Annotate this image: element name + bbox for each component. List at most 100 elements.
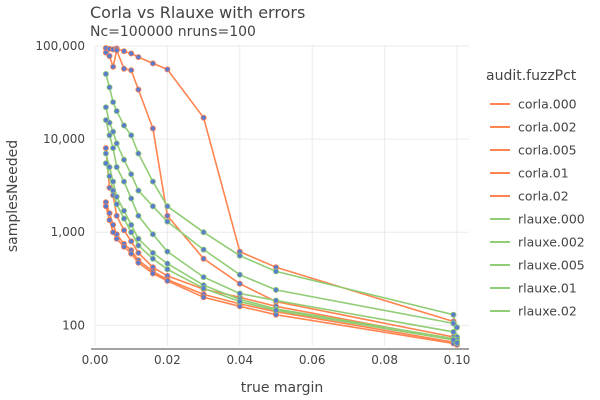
- series-line-rlauxe.000: [105, 73, 458, 328]
- data-point-rlauxe.005: [102, 117, 109, 124]
- data-point-rlauxe.01: [102, 150, 109, 157]
- x-tick-label: 0.06: [299, 353, 326, 367]
- data-point-rlauxe.000: [450, 311, 457, 318]
- data-point-corla.002: [164, 212, 171, 219]
- data-point-rlauxe.005: [113, 164, 120, 171]
- data-point-rlauxe.005: [164, 248, 171, 255]
- data-point-corla.000: [200, 114, 207, 121]
- axes: 0.00 0.02 0.04 0.06 0.08 0.10 100 1,000 10,000 10…: [35, 39, 470, 367]
- data-point-rlauxe.02: [135, 242, 142, 249]
- data-point-corla.002: [113, 47, 120, 54]
- data-point-rlauxe.002: [121, 156, 128, 163]
- data-point-rlauxe.02: [110, 187, 117, 194]
- data-point-rlauxe.01: [110, 178, 117, 185]
- data-point-corla.005: [135, 249, 142, 256]
- data-point-rlauxe.002: [110, 128, 117, 135]
- data-point-rlauxe.02: [164, 266, 171, 273]
- data-point-corla.002: [200, 255, 207, 262]
- data-point-rlauxe.01: [128, 221, 135, 228]
- data-point-rlauxe.002: [164, 218, 171, 225]
- data-point-corla.002: [121, 65, 128, 72]
- data-point-corla.02: [200, 294, 207, 301]
- legend-label-corla.01: corla.01: [518, 166, 569, 181]
- y-tick-label: 100: [62, 318, 85, 332]
- data-point-corla.02: [164, 277, 171, 284]
- data-point-corla.002: [236, 280, 243, 287]
- data-point-corla.002: [106, 53, 113, 60]
- x-tick-label: 0.00: [82, 353, 109, 367]
- data-point-corla.002: [128, 67, 135, 74]
- legend-label-corla.02: corla.02: [518, 189, 569, 204]
- x-tick-label: 0.10: [444, 353, 471, 367]
- x-axis-title: true margin: [241, 380, 324, 396]
- data-point-corla.005: [113, 212, 120, 219]
- y-tick-label: 100,000: [35, 39, 85, 53]
- data-point-rlauxe.000: [149, 178, 156, 185]
- data-point-corla.02: [113, 235, 120, 242]
- data-point-rlauxe.01: [106, 164, 113, 171]
- data-point-rlauxe.005: [236, 290, 243, 297]
- legend-label-rlauxe.01: rlauxe.01: [518, 281, 577, 296]
- data-point-corla.002: [102, 49, 109, 56]
- data-point-corla.000: [149, 60, 156, 67]
- data-point-rlauxe.01: [135, 235, 142, 242]
- data-point-rlauxe.000: [200, 229, 207, 236]
- data-point-rlauxe.002: [128, 171, 135, 178]
- data-point-rlauxe.002: [200, 246, 207, 253]
- data-point-corla.02: [106, 217, 113, 224]
- data-point-rlauxe.005: [450, 328, 457, 335]
- data-point-rlauxe.005: [106, 132, 113, 139]
- data-point-rlauxe.01: [113, 193, 120, 200]
- legend-label-rlauxe.002: rlauxe.002: [518, 235, 585, 250]
- legend-label-rlauxe.000: rlauxe.000: [518, 212, 585, 227]
- data-point-corla.005: [102, 145, 109, 152]
- data-point-rlauxe.02: [128, 229, 135, 236]
- legend-label-rlauxe.02: rlauxe.02: [518, 304, 577, 319]
- data-point-rlauxe.02: [102, 160, 109, 167]
- data-point-rlauxe.02: [200, 285, 207, 292]
- y-tick-label: 10,000: [43, 132, 85, 146]
- data-point-rlauxe.02: [272, 307, 279, 314]
- y-axis-title: samplesNeeded: [5, 140, 21, 252]
- data-point-rlauxe.000: [164, 203, 171, 210]
- data-point-rlauxe.02: [149, 255, 156, 262]
- data-point-corla.02: [110, 229, 117, 236]
- data-point-corla.000: [121, 48, 128, 55]
- data-point-corla.000: [135, 54, 142, 61]
- data-point-rlauxe.000: [272, 268, 279, 275]
- data-point-corla.000: [128, 50, 135, 57]
- data-point-rlauxe.000: [453, 324, 460, 331]
- legend-title: audit.fuzzPct: [486, 68, 577, 84]
- data-point-rlauxe.005: [121, 178, 128, 185]
- data-point-corla.002: [110, 63, 117, 70]
- data-point-rlauxe.000: [135, 150, 142, 157]
- legend-label-rlauxe.005: rlauxe.005: [518, 258, 585, 273]
- data-point-rlauxe.000: [110, 99, 117, 106]
- data-point-rlauxe.02: [121, 215, 128, 222]
- data-point-rlauxe.005: [200, 274, 207, 281]
- data-point-corla.000: [164, 66, 171, 73]
- x-tick-label: 0.04: [226, 353, 253, 367]
- grid: [94, 45, 469, 346]
- x-tick-label: 0.02: [154, 353, 181, 367]
- chart-subtitle: Nc=100000 nruns=100: [90, 24, 256, 40]
- data-point-rlauxe.000: [121, 122, 128, 129]
- data-point-corla.01: [110, 221, 117, 228]
- data-point-rlauxe.002: [102, 104, 109, 111]
- data-point-rlauxe.005: [128, 195, 135, 202]
- data-point-rlauxe.000: [113, 108, 120, 115]
- data-point-rlauxe.000: [106, 84, 113, 91]
- data-point-corla.01: [106, 210, 113, 217]
- chart-title: Corla vs Rlauxe with errors: [90, 3, 305, 22]
- data-point-rlauxe.02: [113, 201, 120, 208]
- data-point-rlauxe.005: [135, 212, 142, 219]
- data-point-rlauxe.02: [236, 298, 243, 305]
- data-point-rlauxe.02: [106, 173, 113, 180]
- data-point-corla.02: [149, 270, 156, 277]
- series-line-corla.000: [105, 47, 458, 342]
- data-point-corla.005: [128, 238, 135, 245]
- data-point-rlauxe.002: [272, 286, 279, 293]
- data-point-rlauxe.01: [149, 249, 156, 256]
- data-point-rlauxe.002: [450, 320, 457, 327]
